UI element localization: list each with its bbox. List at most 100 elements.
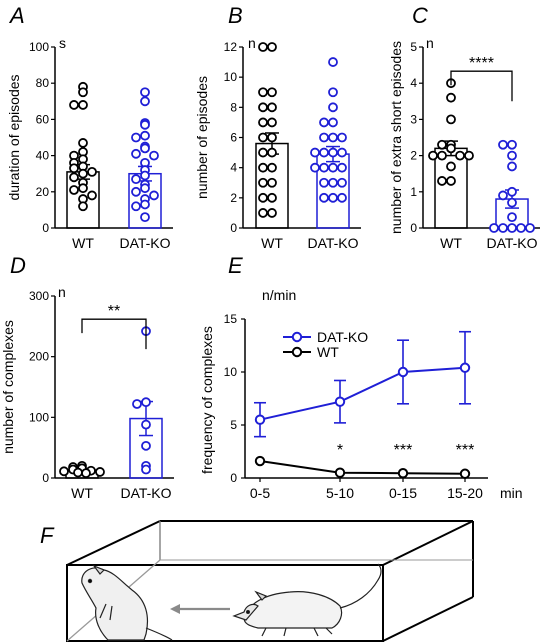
data-point: [446, 176, 456, 186]
y-tick-label: 3: [410, 112, 417, 126]
y-axis-title: number of extra short episodes: [388, 41, 404, 234]
y-tick-label: 0: [410, 221, 417, 235]
x-tick-label: 0-5: [250, 485, 270, 501]
y-tick-label: 2: [410, 149, 417, 163]
x-tick-label: WT: [261, 235, 283, 251]
data-point: [507, 186, 517, 197]
data-point: [131, 174, 141, 185]
y-tick-label: 20: [36, 185, 50, 199]
data-point: [254, 414, 266, 425]
x-tick-label: WT: [72, 235, 94, 251]
significance-stars: ****: [469, 55, 494, 72]
rearing-mouse-drawing: [81, 564, 173, 641]
panel-label: C: [412, 3, 428, 28]
data-point: [149, 190, 159, 201]
data-point: [319, 162, 329, 173]
data-point: [131, 148, 141, 159]
data-point: [69, 172, 79, 183]
data-point: [507, 223, 517, 233]
data-point: [69, 163, 79, 174]
x-tick-label: DAT-KO: [486, 235, 537, 251]
data-point: [140, 199, 150, 210]
arena-edge: [382, 596, 474, 642]
data-point: [140, 96, 150, 107]
panel-label: A: [8, 3, 25, 28]
significance-bracket: [450, 70, 513, 102]
x-tick-label: DAT-KO: [119, 235, 170, 251]
y-tick-label: 100: [29, 410, 49, 424]
data-point: [459, 468, 471, 479]
data-point: [446, 161, 456, 172]
data-point: [319, 177, 329, 188]
data-point: [140, 183, 150, 194]
y-tick-label: 5: [410, 40, 417, 54]
x-tick-label: WT: [71, 485, 93, 501]
data-point: [437, 139, 447, 150]
data-point: [140, 170, 150, 181]
y-tick-label: 10: [224, 365, 238, 379]
y-unit-label: n: [426, 35, 434, 51]
data-point: [59, 466, 69, 477]
panel-a: As duration of episodes 0 20 40 60 80 100 WT DAT-…: [6, 3, 173, 251]
data-point: [78, 138, 88, 148]
data-point: [328, 192, 338, 203]
x-tick-label: 5-10: [326, 485, 354, 501]
data-point: [258, 162, 268, 173]
data-point: [267, 147, 277, 158]
y-tick-label: 80: [36, 76, 50, 90]
data-point: [81, 468, 91, 479]
data-point: [258, 117, 268, 128]
direction-arrow: [170, 604, 230, 614]
x-tick-label: 15-20: [447, 485, 483, 501]
data-point: [140, 212, 150, 223]
y-tick-label: 1: [410, 185, 417, 199]
data-point: [267, 162, 277, 173]
data-point: [78, 100, 88, 110]
data-point: [328, 162, 338, 173]
panel-label: E: [228, 253, 243, 278]
y-tick-label: 4: [230, 161, 237, 175]
series-line: [259, 366, 466, 421]
data-point: [337, 177, 347, 188]
data-point: [337, 192, 347, 203]
data-point: [267, 177, 277, 188]
data-point: [328, 147, 338, 158]
data-point: [131, 132, 141, 143]
data-point: [258, 87, 268, 98]
data-point: [334, 467, 346, 478]
data-point: [131, 201, 141, 212]
data-point: [87, 166, 97, 177]
data-point: [446, 92, 456, 103]
data-point: [254, 455, 266, 467]
panel-d: Dn number of complexes 0 100 200 300 WT DAT-KO *…: [0, 253, 174, 501]
y-axis-title: duration of episodes: [6, 74, 22, 200]
data-point: [267, 192, 277, 203]
y-unit-label: n/min: [262, 287, 296, 303]
legend-label: WT: [317, 344, 339, 360]
data-point: [141, 464, 151, 475]
data-point: [141, 397, 151, 408]
data-point: [310, 162, 320, 173]
data-point: [525, 223, 535, 233]
data-point: [337, 162, 347, 173]
y-tick-label: 5: [230, 418, 237, 432]
legend-marker: [291, 346, 303, 358]
x-tick-label: WT: [440, 235, 462, 251]
significance-stars: *: [337, 442, 343, 459]
data-point: [489, 223, 499, 233]
data-point: [140, 143, 150, 154]
data-point: [428, 150, 438, 161]
y-tick-label: 0: [230, 221, 237, 235]
data-point: [258, 147, 268, 158]
x-unit-label: min: [500, 485, 523, 501]
bar: [434, 147, 468, 229]
data-point: [328, 177, 338, 188]
data-point: [319, 117, 329, 128]
data-point: [328, 87, 338, 98]
data-point: [507, 197, 517, 208]
data-point: [258, 42, 268, 52]
arena-front-face: [66, 564, 384, 642]
data-point: [459, 362, 471, 373]
data-point: [446, 143, 456, 154]
